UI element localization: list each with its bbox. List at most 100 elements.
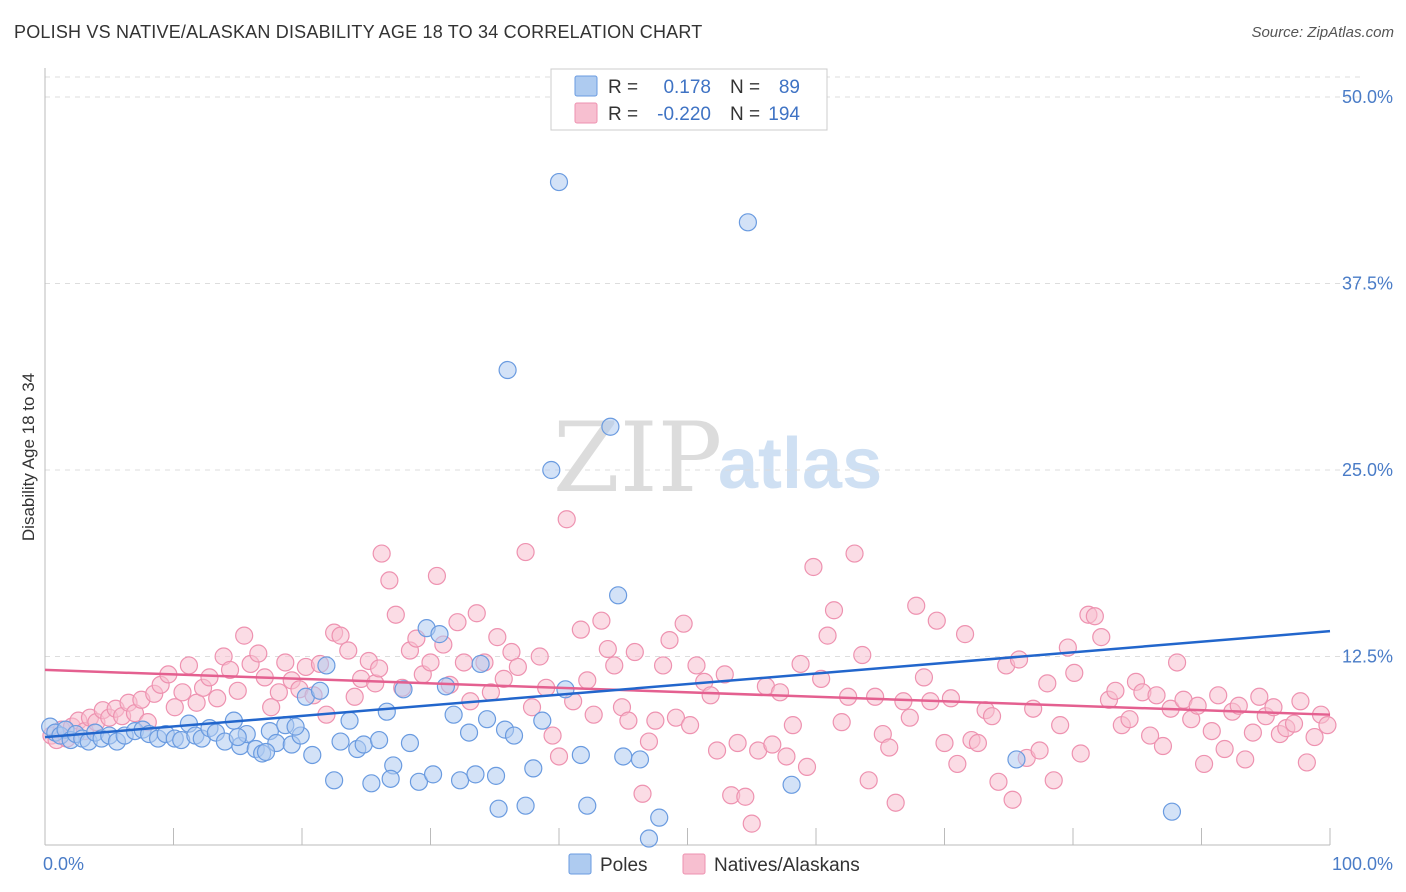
natives-point (584, 705, 603, 724)
watermark-atlas: atlas (718, 424, 882, 504)
natives-point (653, 656, 673, 675)
poles-point (524, 759, 543, 778)
natives-point (421, 653, 440, 672)
natives-point (660, 630, 679, 650)
poles-point (459, 723, 479, 742)
natives-point (592, 611, 611, 630)
natives-point (941, 689, 961, 708)
natives-point (1284, 714, 1304, 733)
natives-point (633, 784, 652, 803)
poles-point (738, 213, 757, 232)
natives-point (1243, 723, 1263, 742)
natives-point (886, 793, 905, 812)
poles-point (466, 765, 485, 784)
natives-legend-swatch (574, 102, 598, 124)
natives-point (1140, 726, 1160, 745)
poles-point (303, 745, 322, 765)
natives-point (777, 747, 796, 766)
tick-labels: 12.5% 25.0% 37.5% 50.0% 0.0% 100.0% (43, 87, 1393, 874)
poles-r-label: R = (608, 77, 638, 98)
poles-point (370, 730, 389, 750)
natives-point (380, 571, 399, 590)
poles-point (609, 586, 628, 605)
natives-point (666, 708, 686, 727)
y-tick-label-1: 25.0% (1342, 460, 1393, 480)
natives-series (42, 510, 1337, 833)
natives-point (619, 711, 638, 730)
poles-point (228, 727, 247, 747)
natives-point (832, 713, 851, 732)
natives-point (488, 628, 507, 647)
natives-point (1071, 744, 1090, 763)
natives-point (1188, 696, 1207, 715)
natives-point (208, 689, 227, 708)
natives-point (1209, 686, 1228, 705)
natives-point (578, 671, 597, 690)
natives-point (530, 647, 549, 666)
natives-point (989, 772, 1008, 791)
natives-point (1229, 696, 1248, 715)
poles-point (578, 796, 597, 815)
natives-r-label: R = (608, 104, 638, 125)
natives-point (680, 716, 700, 735)
natives-point (1009, 650, 1029, 669)
natives-point (1044, 771, 1063, 790)
natives-point (907, 596, 926, 615)
natives-point (249, 644, 268, 663)
natives-point (1038, 674, 1057, 693)
poles-point (614, 747, 633, 766)
natives-point (783, 716, 802, 735)
y-tick-label-0: 12.5% (1342, 647, 1393, 667)
natives-point (1106, 681, 1125, 700)
x-tick-label-1: 100.0% (1332, 854, 1393, 874)
stats-legend: R = 0.178 N = 89 R = -0.220 N = 194 (550, 68, 828, 131)
natives-r-value: -0.220 (657, 104, 711, 125)
trend-lines (44, 629, 1331, 739)
poles-point (1007, 750, 1026, 769)
poles-point (477, 710, 497, 729)
natives-point (262, 698, 281, 717)
natives-point (276, 653, 295, 672)
y-tick-label-3: 50.0% (1342, 87, 1393, 107)
x-tick-label-0: 0.0% (43, 854, 84, 874)
natives-point (1236, 750, 1255, 769)
natives-point (982, 707, 1002, 726)
poles-point (571, 745, 590, 765)
natives-point (516, 542, 535, 562)
natives-point (742, 814, 761, 833)
poles-point (381, 769, 400, 788)
natives-point (454, 653, 474, 672)
natives-point (372, 544, 391, 563)
natives-trend-line (44, 668, 1331, 716)
poles-point (310, 681, 330, 700)
poles-point (317, 656, 336, 675)
poles-point (256, 742, 276, 762)
natives-point (646, 711, 665, 730)
poles-point (516, 796, 535, 815)
natives-point (543, 726, 562, 745)
poles-point (354, 735, 373, 754)
poles-point (639, 829, 659, 848)
axes (44, 68, 1331, 846)
natives-point (687, 656, 706, 675)
natives-point (625, 642, 644, 662)
poles-trend-line (44, 629, 1331, 739)
natives-point (791, 654, 810, 674)
natives-point (1085, 607, 1104, 626)
natives-point (508, 657, 527, 677)
natives-point (728, 733, 747, 753)
natives-point (639, 732, 659, 751)
natives-point (818, 626, 837, 645)
natives-point (1092, 628, 1111, 647)
natives-point (914, 668, 934, 687)
poles-point (450, 771, 470, 790)
natives-point (179, 656, 199, 675)
poles-point (444, 705, 463, 724)
natives-point (955, 625, 975, 644)
natives-n-value: 194 (768, 104, 800, 125)
poles-point (1162, 802, 1182, 821)
natives-point (674, 614, 693, 633)
natives-point (366, 674, 385, 693)
poles-point (362, 774, 381, 793)
poles-series (41, 172, 1182, 848)
